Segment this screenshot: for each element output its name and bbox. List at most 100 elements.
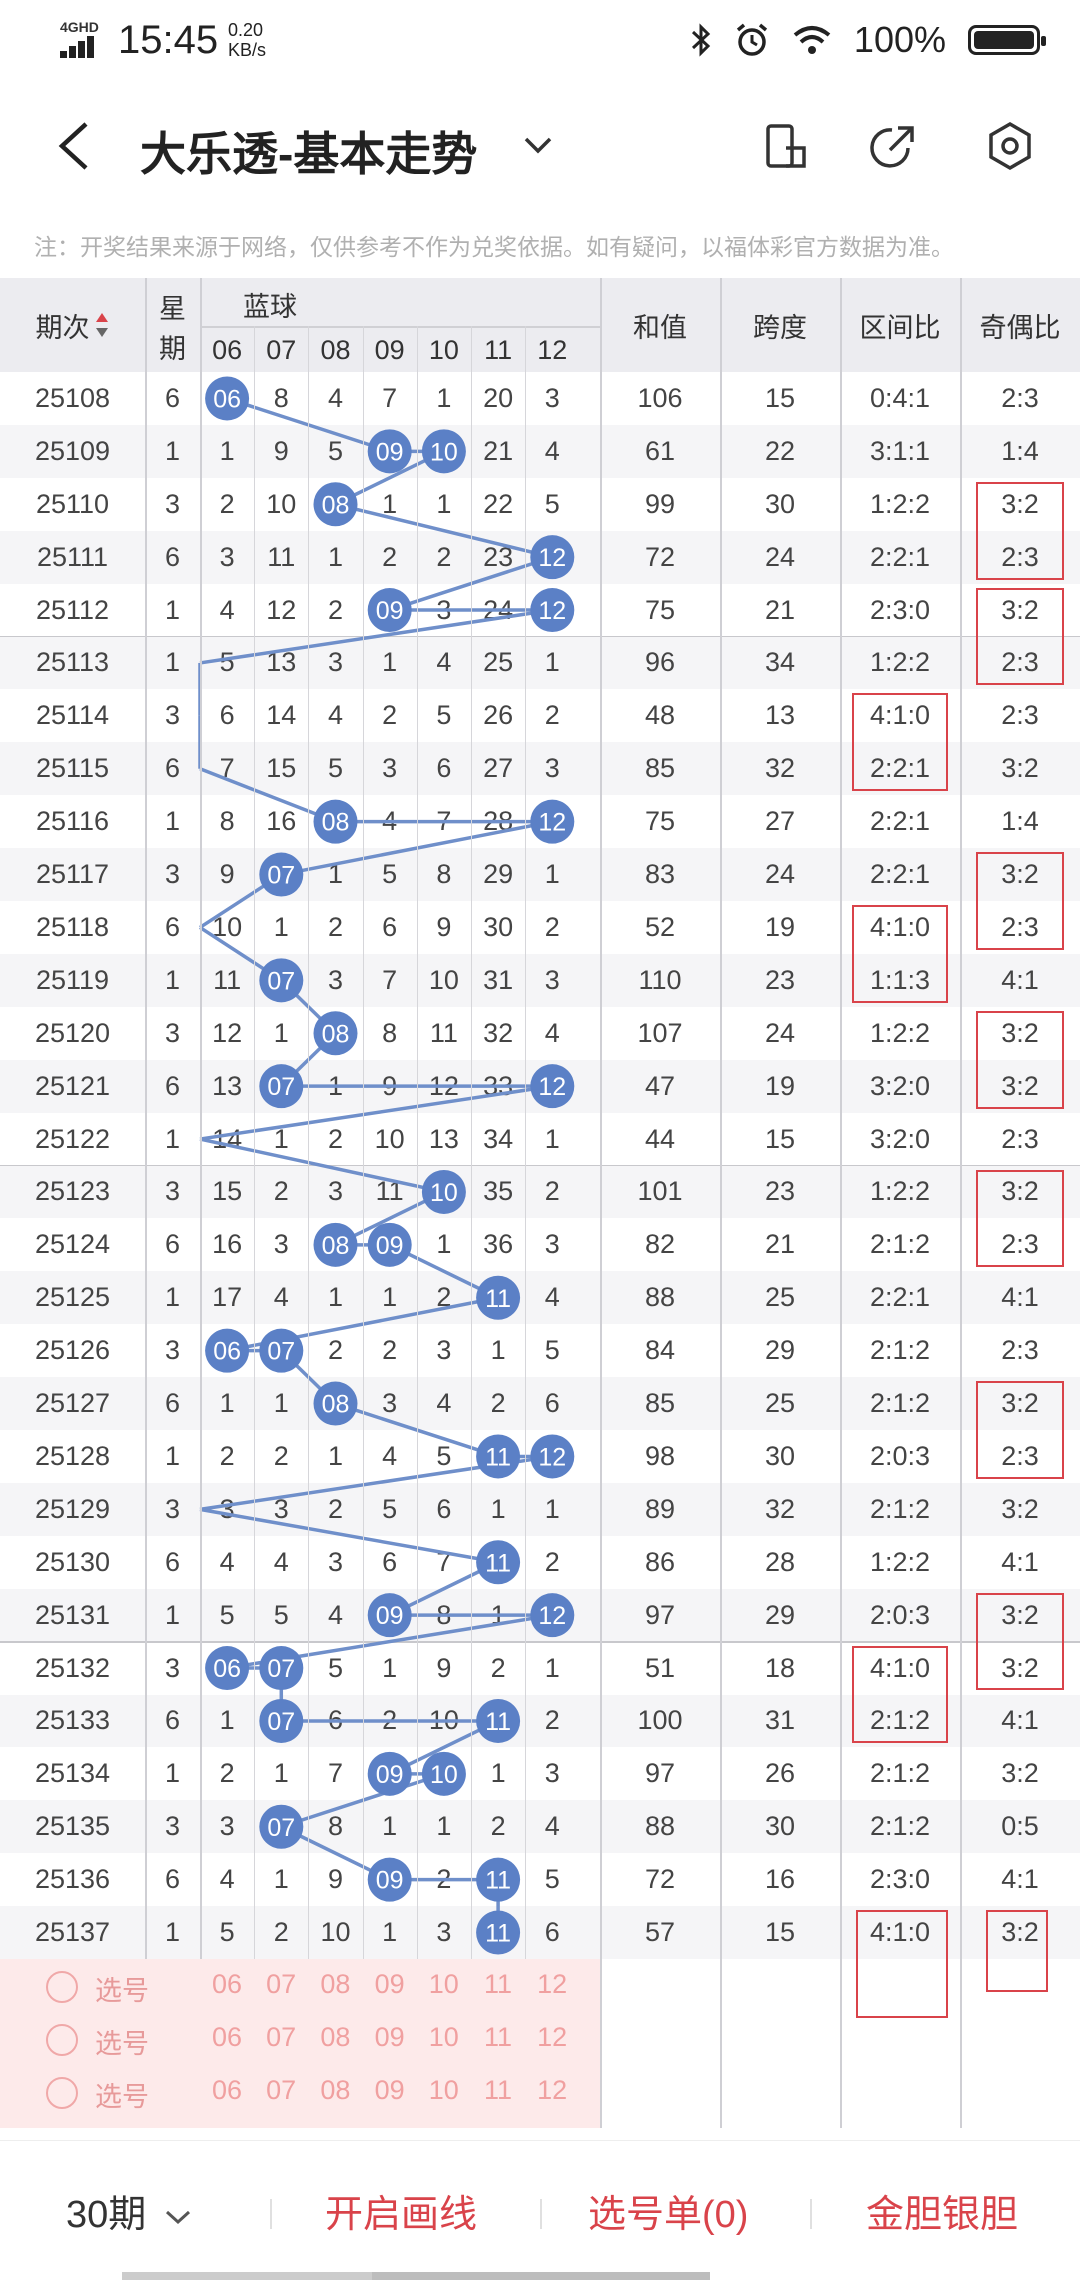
- odd-even-cell: 3:2: [1001, 1758, 1039, 1789]
- blue-col-header: 12: [537, 334, 568, 365]
- pick-number[interactable]: 07: [266, 2022, 297, 2052]
- miss-count-cell: 5: [327, 435, 343, 466]
- miss-count-cell: 3: [382, 753, 398, 784]
- table-row: 25115 6 7 15 5 3 6 27 3 85 32 2:2:1 3:2: [0, 742, 1080, 796]
- zone-ratio-cell: 1:2:2: [869, 488, 931, 519]
- miss-count-cell: 3: [544, 753, 560, 784]
- pick-number[interactable]: 06: [211, 2022, 243, 2052]
- status-bar: 4GHD 15:45 0.20 KB/s 100%: [0, 0, 1080, 80]
- miss-count-cell: 17: [212, 1282, 243, 1313]
- pick-number[interactable]: 10: [428, 2075, 459, 2105]
- span-cell: 23: [764, 964, 796, 995]
- pick-number[interactable]: 09: [374, 2075, 405, 2105]
- table-row: 25125 1 17 4 1 1 2 4 88 25 2:2:1 4:1: [0, 1271, 1080, 1325]
- span-cell: 22: [764, 435, 796, 466]
- miss-count-cell: 5: [219, 1917, 235, 1948]
- blue-ball-number: 07: [267, 967, 295, 995]
- weekday-cell: 6: [164, 753, 181, 784]
- sum-cell: 100: [637, 1705, 683, 1736]
- pick-number[interactable]: 11: [483, 2022, 513, 2052]
- odd-even-cell: 1:4: [1001, 435, 1039, 466]
- period-selector[interactable]: 30期: [66, 2183, 193, 2238]
- blue-ball-number: 09: [376, 1867, 404, 1895]
- period-header[interactable]: 期次: [35, 312, 90, 343]
- span-cell: 15: [764, 1917, 796, 1948]
- chevron-down-icon[interactable]: [520, 130, 556, 160]
- miss-count-cell: 13: [428, 1123, 459, 1154]
- pick-number[interactable]: 10: [428, 2022, 459, 2052]
- pick-number[interactable]: 11: [483, 2075, 513, 2105]
- pick-number[interactable]: 12: [537, 2075, 568, 2105]
- highlight-box: [852, 1645, 948, 1744]
- miss-count-cell: 4: [327, 700, 343, 731]
- zone-ratio-cell: 4:1:0: [869, 1652, 931, 1683]
- table-row: 25130 6 4 4 3 6 7 2 86 28 1:2:2 4:1: [0, 1536, 1080, 1589]
- miss-count-cell: 16: [266, 806, 297, 837]
- miss-count-cell: 22: [483, 488, 514, 519]
- pick-radio[interactable]: [46, 1971, 78, 2003]
- miss-count-cell: 2: [273, 1176, 289, 1207]
- miss-count-cell: 2: [219, 1440, 235, 1471]
- table-row: 25124 6 16 3 1 36 3 82 21 2:1:2 2:3: [0, 1218, 1080, 1271]
- blue-col-header: 07: [266, 334, 297, 365]
- miss-count-cell: 9: [436, 1652, 452, 1683]
- highlight-box: [986, 1910, 1048, 1993]
- miss-count-cell: 1: [219, 1705, 235, 1736]
- odd-even-cell: 4:1: [1001, 964, 1039, 995]
- miss-count-cell: 11: [267, 541, 296, 572]
- blue-ball-number: 06: [213, 1655, 241, 1683]
- pick-radio[interactable]: [46, 2024, 78, 2056]
- pick-number[interactable]: 08: [320, 2075, 351, 2105]
- pick-number[interactable]: 08: [320, 2022, 351, 2052]
- weekday-cell: 6: [164, 1388, 181, 1419]
- miss-count-cell: 3: [544, 964, 560, 995]
- blue-ball-number: 07: [267, 1814, 295, 1842]
- sort-icon[interactable]: [94, 310, 110, 340]
- highlight-box: [976, 587, 1064, 686]
- miss-count-cell: 1: [273, 1017, 289, 1048]
- table-row: 25113 1 5 13 3 1 4 25 1 96 34 1:2:2 2:3: [0, 636, 1080, 690]
- zone-ratio-cell: 3:2:0: [869, 1070, 931, 1101]
- sum-cell: 72: [644, 1864, 676, 1895]
- sum-cell: 88: [644, 1811, 676, 1842]
- share-icon[interactable]: [866, 118, 922, 174]
- alarm-icon: [736, 23, 768, 56]
- pick-number[interactable]: 12: [537, 2022, 568, 2052]
- blue-ball-number: 06: [213, 1338, 241, 1366]
- pick-number[interactable]: 06: [211, 2075, 243, 2105]
- pick-radio[interactable]: [46, 2077, 78, 2109]
- settings-icon[interactable]: [982, 118, 1038, 174]
- miss-count-cell: 32: [483, 1017, 514, 1048]
- odd-even-cell: 4:1: [1001, 1864, 1039, 1895]
- pick-number[interactable]: 08: [320, 1969, 351, 1999]
- blue-ball-number: 11: [485, 1920, 511, 1948]
- miss-count-cell: 3: [327, 964, 343, 995]
- miss-count-cell: 25: [483, 647, 514, 678]
- pick-number[interactable]: 07: [266, 2075, 297, 2105]
- table-row: 25135 3 3 8 1 1 2 4 88 30 2:1:2 0:5: [0, 1800, 1080, 1854]
- phone-icon[interactable]: [758, 118, 814, 174]
- gold-silver-button[interactable]: 金胆银胆: [866, 2194, 1019, 2236]
- pick-number[interactable]: 11: [483, 1969, 513, 1999]
- period-cell: 25108: [34, 382, 111, 413]
- pick-number[interactable]: 09: [374, 1969, 405, 1999]
- weekday-header-2: 期: [159, 333, 186, 364]
- draw-line-button[interactable]: 开启画线: [325, 2194, 478, 2236]
- miss-count-cell: 1: [382, 488, 398, 519]
- selection-list-button[interactable]: 选号单(0): [588, 2194, 749, 2236]
- miss-count-cell: 2: [544, 1546, 560, 1577]
- pick-number[interactable]: 10: [428, 1969, 459, 1999]
- odd-even-cell: 3:2: [1001, 594, 1039, 625]
- blue-ball-number: 07: [267, 1338, 295, 1366]
- pick-number[interactable]: 12: [537, 1969, 568, 1999]
- span-cell: 24: [764, 1017, 796, 1048]
- miss-count-cell: 3: [219, 1811, 235, 1842]
- miss-count-cell: 1: [327, 859, 343, 890]
- pick-number[interactable]: 07: [266, 1969, 297, 1999]
- span-cell: 19: [764, 1070, 796, 1101]
- pick-number[interactable]: 09: [374, 2022, 405, 2052]
- miss-count-cell: 8: [436, 859, 452, 890]
- back-arrow-icon[interactable]: [50, 118, 100, 174]
- page-title[interactable]: 大乐透-基本走势: [140, 128, 478, 180]
- pick-number[interactable]: 06: [211, 1969, 243, 1999]
